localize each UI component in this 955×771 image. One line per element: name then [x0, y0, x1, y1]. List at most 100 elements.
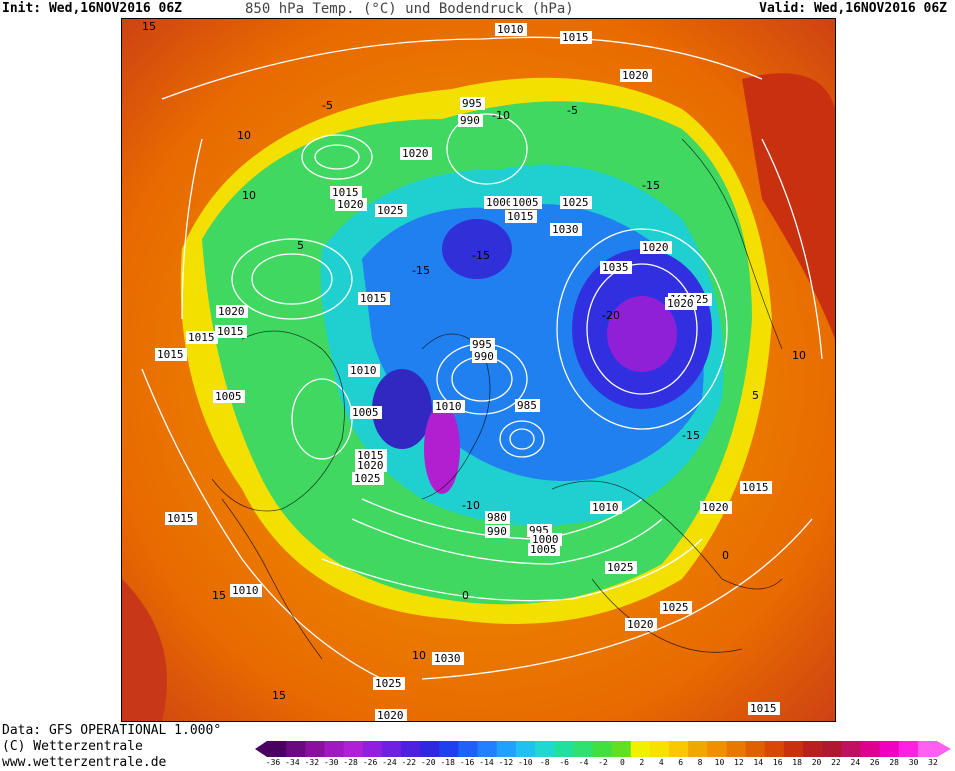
pressure-label: 1025 — [377, 204, 404, 217]
legend-tick-label: -32 — [304, 758, 320, 767]
pressure-label-box — [400, 147, 432, 160]
legend-swatch — [611, 741, 632, 757]
pressure-label-box — [358, 292, 390, 305]
temperature-label: 15 — [142, 20, 156, 33]
legend-swatch — [688, 741, 708, 757]
cold-core-arctic — [442, 219, 512, 279]
pressure-label: 1020 — [402, 147, 429, 160]
pressure-label: 985 — [517, 399, 537, 412]
pressure-label: 1025 — [607, 561, 634, 574]
isobars — [141, 36, 823, 680]
pressure-label: 995 — [462, 97, 482, 110]
legend-swatch — [381, 741, 402, 757]
pressure-label-box — [470, 338, 495, 351]
chart-title: 850 hPa Temp. (°C) und Bodendruck (hPa) — [245, 1, 574, 17]
pressure-label-box — [433, 400, 465, 413]
legend-tick-label: 14 — [753, 758, 764, 767]
pressure-label: 1000 — [532, 533, 559, 546]
pressure-label-box — [528, 543, 560, 556]
legend-swatch — [439, 741, 459, 757]
pressure-label-box — [505, 210, 537, 223]
weather-map-svg: 1010 1015 1020 995 990 1020 1015 1020 1025 1000 10… — [122, 19, 835, 721]
copyright-label: (C) Wetterzentrale — [2, 739, 143, 754]
pressure-label-box — [460, 97, 485, 110]
pressure-label-box — [485, 511, 510, 524]
pressure-label: 1035 — [602, 261, 629, 274]
pressure-label: 1020 — [377, 709, 404, 721]
legend-swatch — [343, 741, 364, 757]
legend-tick-label: 24 — [850, 758, 861, 767]
temperature-label: -5 — [567, 104, 578, 117]
legend-swatch — [362, 741, 383, 757]
pressure-label-box — [550, 223, 582, 236]
pressure-label: 1015 — [360, 292, 387, 305]
hot-zone-northeast — [742, 73, 835, 340]
pressure-label: 1020 — [337, 198, 364, 211]
pressure-label-box — [155, 348, 187, 361]
temperature-label: -15 — [472, 249, 490, 262]
pressure-label-box — [348, 364, 380, 377]
pressure-label-box — [373, 677, 405, 690]
legend-swatch — [803, 741, 823, 757]
pressure-label: 990 — [460, 114, 480, 127]
pressure-label-box — [216, 305, 248, 318]
legend-tick-label: -20 — [421, 758, 436, 767]
pressure-label: 1030 — [434, 652, 461, 665]
legend-swatch — [649, 741, 670, 757]
legend-swatch — [841, 741, 861, 757]
pressure-label-box — [350, 406, 382, 419]
pressure-label-box — [215, 325, 247, 338]
pressure-label: 1020 — [622, 69, 649, 82]
pressure-label: 1020 — [702, 501, 729, 514]
pressure-label: 1020 — [667, 297, 694, 310]
pressure-label-box — [640, 241, 672, 254]
pressure-label: 1025 — [662, 601, 689, 614]
legend-tick-label: -12 — [498, 758, 514, 767]
legend-tick-label: 30 — [908, 758, 919, 767]
legend-tick-label: -4 — [578, 758, 589, 767]
legend-swatch — [305, 741, 325, 757]
legend-tick-label: 6 — [678, 758, 684, 767]
legend-tick-label: -18 — [440, 758, 455, 767]
pressure-labels: 1010 1015 1020 995 990 1020 1015 1020 1025 1000 10… — [155, 23, 780, 721]
pressure-label: 1030 — [552, 223, 579, 236]
pressure-label-box — [620, 69, 652, 82]
legend-tick-label: 10 — [714, 758, 725, 767]
temperature-label: -10 — [492, 109, 510, 122]
temperature-label: -15 — [412, 264, 430, 277]
legend-swatch — [592, 741, 613, 757]
legend-tick-label: 4 — [658, 758, 664, 767]
pressure-label-box — [213, 390, 245, 403]
pressure-label: 1015 — [157, 348, 184, 361]
pressure-label-box — [748, 702, 780, 715]
pressure-label-box — [560, 196, 592, 209]
temperature-labels: 101510-5-10-15-2005-5-15-10-151510051510… — [142, 20, 806, 702]
legend-swatch — [783, 741, 804, 757]
legend-tick-label: -34 — [285, 758, 300, 767]
legend-tick-label: -22 — [401, 758, 417, 767]
valid-time-label: Valid: Wed,16NOV2016 06Z — [759, 1, 947, 16]
pressure-label: 1010 — [592, 501, 619, 514]
temperature-label: 0 — [462, 589, 469, 602]
cold-core-siberia-center — [607, 296, 677, 372]
pressure-label-box — [740, 481, 772, 494]
legend-tick-label: -26 — [362, 758, 378, 767]
pressure-label: 1005 — [512, 196, 539, 209]
legend-tick-label: -30 — [324, 758, 339, 767]
legend-swatch — [477, 741, 498, 757]
temperature-label: 5 — [752, 389, 759, 402]
pressure-label: 1015 — [167, 512, 194, 525]
legend-swatch — [554, 741, 574, 757]
pressure-label-box — [530, 533, 562, 546]
legend-swatch — [917, 741, 938, 757]
pressure-label: 1025 — [375, 677, 402, 690]
legend-swatch — [879, 741, 900, 757]
legend-tick-label: 22 — [831, 758, 841, 767]
legend-tick-label: -36 — [265, 758, 281, 767]
legend-swatch — [898, 741, 919, 757]
init-time-label: Init: Wed,16NOV2016 06Z — [2, 1, 183, 16]
legend-tick-label: -14 — [479, 758, 494, 767]
pressure-label-box — [590, 501, 622, 514]
pressure-label-box — [375, 709, 407, 721]
pressure-label-box — [352, 472, 384, 485]
